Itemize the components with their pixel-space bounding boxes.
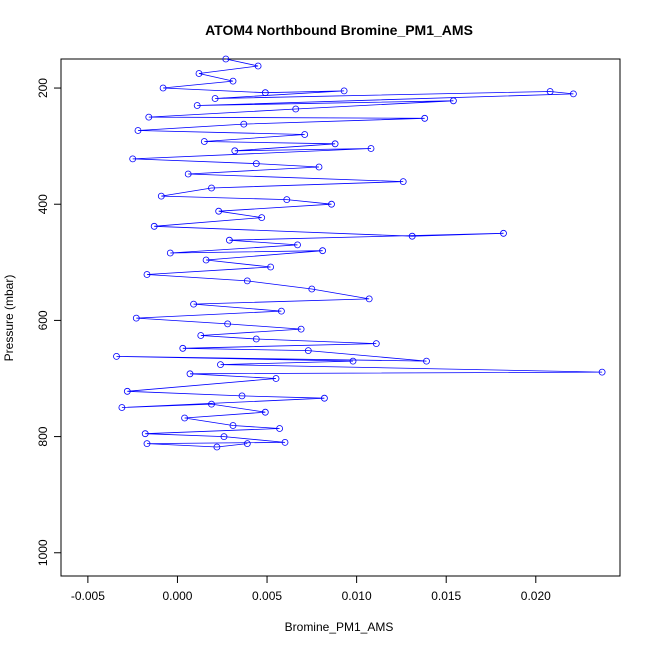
data-point <box>141 430 149 438</box>
y-tick-label: 400 <box>36 194 50 214</box>
plot-frame <box>60 58 621 577</box>
data-point <box>598 368 606 376</box>
data-point <box>281 438 289 446</box>
data-point <box>294 241 301 249</box>
data-point <box>202 256 210 264</box>
data-point <box>308 285 316 293</box>
data-point <box>184 170 192 178</box>
x-axis-label: Bromine_PM1_AMS <box>285 620 394 634</box>
data-point <box>123 387 131 395</box>
data-point <box>166 249 174 257</box>
data-point <box>365 295 373 303</box>
data-point <box>500 229 507 237</box>
data-point <box>261 408 269 416</box>
data-point <box>258 214 266 222</box>
y-tick-label: 1000 <box>36 539 50 566</box>
data-point <box>349 357 357 365</box>
data-point <box>220 433 228 441</box>
y-axis: 200 400 600 800 1000 <box>36 78 61 566</box>
data-point <box>190 300 198 308</box>
data-point <box>231 147 239 155</box>
x-tick-label: 0.010 <box>342 589 372 603</box>
data-point <box>272 375 280 382</box>
data-point <box>150 222 158 230</box>
x-axis: -0.005 0.000 0.005 0.010 0.015 0.020 <box>71 576 551 603</box>
data-point <box>113 352 120 360</box>
x-tick-label: 0.020 <box>521 589 551 603</box>
data-point <box>277 307 285 315</box>
y-tick-label: 800 <box>36 426 50 446</box>
data-point <box>301 131 309 138</box>
data-point <box>261 89 269 97</box>
data-point <box>224 320 232 328</box>
data-point <box>213 443 221 451</box>
data-point <box>372 340 380 348</box>
data-point <box>118 404 126 411</box>
data-point <box>157 192 165 200</box>
data-point <box>283 196 291 204</box>
x-tick-label: 0.000 <box>162 589 192 603</box>
data-point <box>570 90 577 98</box>
data-point <box>145 113 153 121</box>
data-point <box>276 425 284 432</box>
data-point <box>340 87 348 95</box>
data-point <box>179 344 187 352</box>
data-point <box>193 102 201 109</box>
data-point <box>195 70 203 77</box>
data-point <box>328 200 335 208</box>
data-point <box>143 271 151 278</box>
data-point <box>132 314 140 322</box>
x-tick-label: 0.015 <box>431 589 461 603</box>
data-point <box>423 357 430 365</box>
series-lines <box>116 58 603 448</box>
data-point <box>208 400 215 408</box>
y-axis-label: Pressure (mbar) <box>2 275 16 362</box>
data-point <box>243 277 251 285</box>
data-point <box>304 347 312 355</box>
data-point <box>449 97 457 105</box>
data-point <box>238 392 246 400</box>
data-point <box>319 247 327 255</box>
data-point <box>211 95 219 102</box>
data-point <box>200 138 208 145</box>
data-point <box>197 332 205 339</box>
data-point <box>243 440 251 448</box>
data-point <box>421 114 429 122</box>
chart-title: ATOM4 Northbound Bromine_PM1_AMS <box>205 22 473 38</box>
data-point <box>129 155 137 163</box>
y-tick-label: 200 <box>36 78 50 98</box>
data-point <box>320 394 328 402</box>
data-point <box>159 84 167 92</box>
data-point <box>546 88 554 95</box>
data-point <box>143 440 151 448</box>
data-point <box>215 207 223 215</box>
data-point <box>222 55 230 63</box>
data-point <box>292 105 300 113</box>
data-point <box>267 263 275 271</box>
data-point <box>297 325 305 333</box>
data-point <box>240 120 248 128</box>
data-point <box>208 184 215 192</box>
data-point <box>229 77 237 85</box>
data-point <box>399 178 407 186</box>
data-point <box>254 62 262 70</box>
x-tick-label: 0.005 <box>252 589 282 603</box>
data-point <box>225 236 233 244</box>
x-tick-label: -0.005 <box>71 589 105 603</box>
data-point <box>252 160 260 168</box>
series-line <box>116 58 603 448</box>
data-point <box>186 370 194 378</box>
data-point <box>252 335 260 343</box>
data-point <box>134 127 142 134</box>
data-point <box>229 422 237 429</box>
data-point <box>181 414 189 422</box>
data-point <box>315 163 323 171</box>
y-tick-label: 600 <box>36 310 50 330</box>
series-points <box>113 55 606 451</box>
data-point <box>367 145 375 152</box>
data-point <box>331 140 339 148</box>
data-point <box>217 361 224 369</box>
data-point <box>408 232 416 240</box>
